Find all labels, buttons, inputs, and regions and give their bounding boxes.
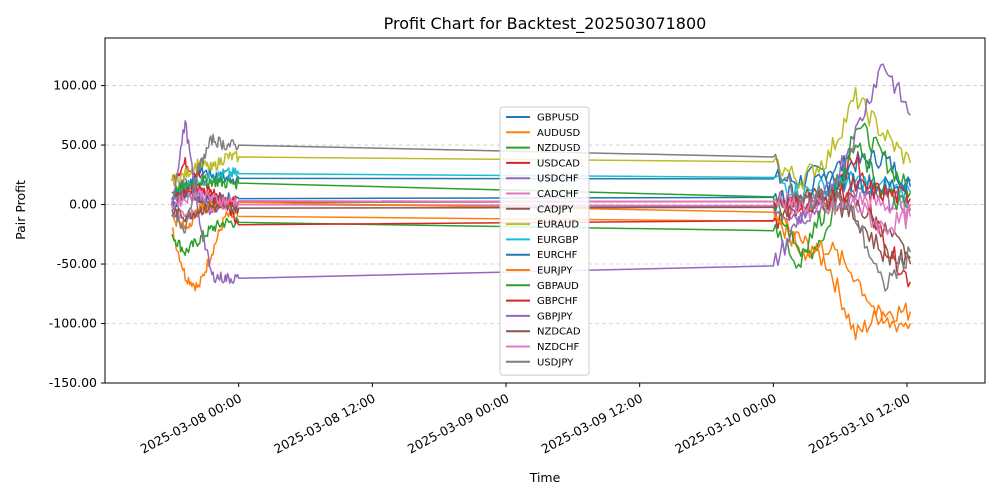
x-tick-label: 2025-03-09 00:00	[405, 390, 512, 456]
plot-frame	[104, 37, 986, 384]
legend-label: EURCHF	[537, 250, 578, 261]
y-axis-ticks: 100.00 50.00 0.00 -50.00 -100.00 -150.00	[49, 78, 105, 390]
x-tick-label: 2025-03-08 12:00	[271, 390, 378, 456]
x-tick-label: 2025-03-10 12:00	[806, 390, 913, 456]
legend-label: NZDUSD	[537, 143, 581, 154]
legend-label: NZDCHF	[537, 342, 580, 353]
y-tick-label: -50.00	[57, 256, 97, 271]
y-tick-label: 0.00	[69, 197, 97, 212]
legend-label: CADJPY	[537, 204, 574, 215]
y-tick-label: -150.00	[49, 375, 97, 390]
y-axis-label: Pair Profit	[13, 180, 28, 240]
legend-label: CADCHF	[537, 189, 579, 200]
legend-label: EURAUD	[537, 220, 579, 231]
legend-label: GBPAUD	[537, 281, 579, 292]
legend: GBPUSD AUDUSD NZDUSD USDCAD USDCHF CADCHF CADJ…	[499, 106, 590, 376]
legend-label: USDCHF	[537, 174, 579, 185]
x-axis-label: Time	[529, 470, 561, 485]
legend-label: EURGBP	[537, 235, 578, 246]
chart-title: Profit Chart for Backtest_202503071800	[384, 14, 707, 34]
legend-label: USDCAD	[537, 158, 580, 169]
y-tick-label: -100.00	[49, 316, 97, 331]
x-tick-label: 2025-03-09 12:00	[539, 390, 646, 456]
y-tick-label: 50.00	[61, 137, 97, 152]
legend-box	[499, 106, 590, 376]
x-axis-ticks: 2025-03-08 00:00 2025-03-08 12:00 2025-03-…	[138, 383, 913, 457]
legend-label: GBPCHF	[537, 296, 578, 307]
legend-label: GBPUSD	[537, 113, 579, 124]
legend-label: EURJPY	[537, 266, 573, 277]
legend-label: GBPJPY	[537, 311, 573, 322]
x-tick-label: 2025-03-10 00:00	[672, 390, 779, 456]
x-tick-label: 2025-03-08 00:00	[138, 390, 245, 456]
legend-label: USDJPY	[537, 357, 574, 368]
y-tick-label: 100.00	[53, 78, 97, 93]
legend-label: AUDUSD	[537, 128, 581, 139]
legend-label: NZDCAD	[537, 327, 581, 338]
